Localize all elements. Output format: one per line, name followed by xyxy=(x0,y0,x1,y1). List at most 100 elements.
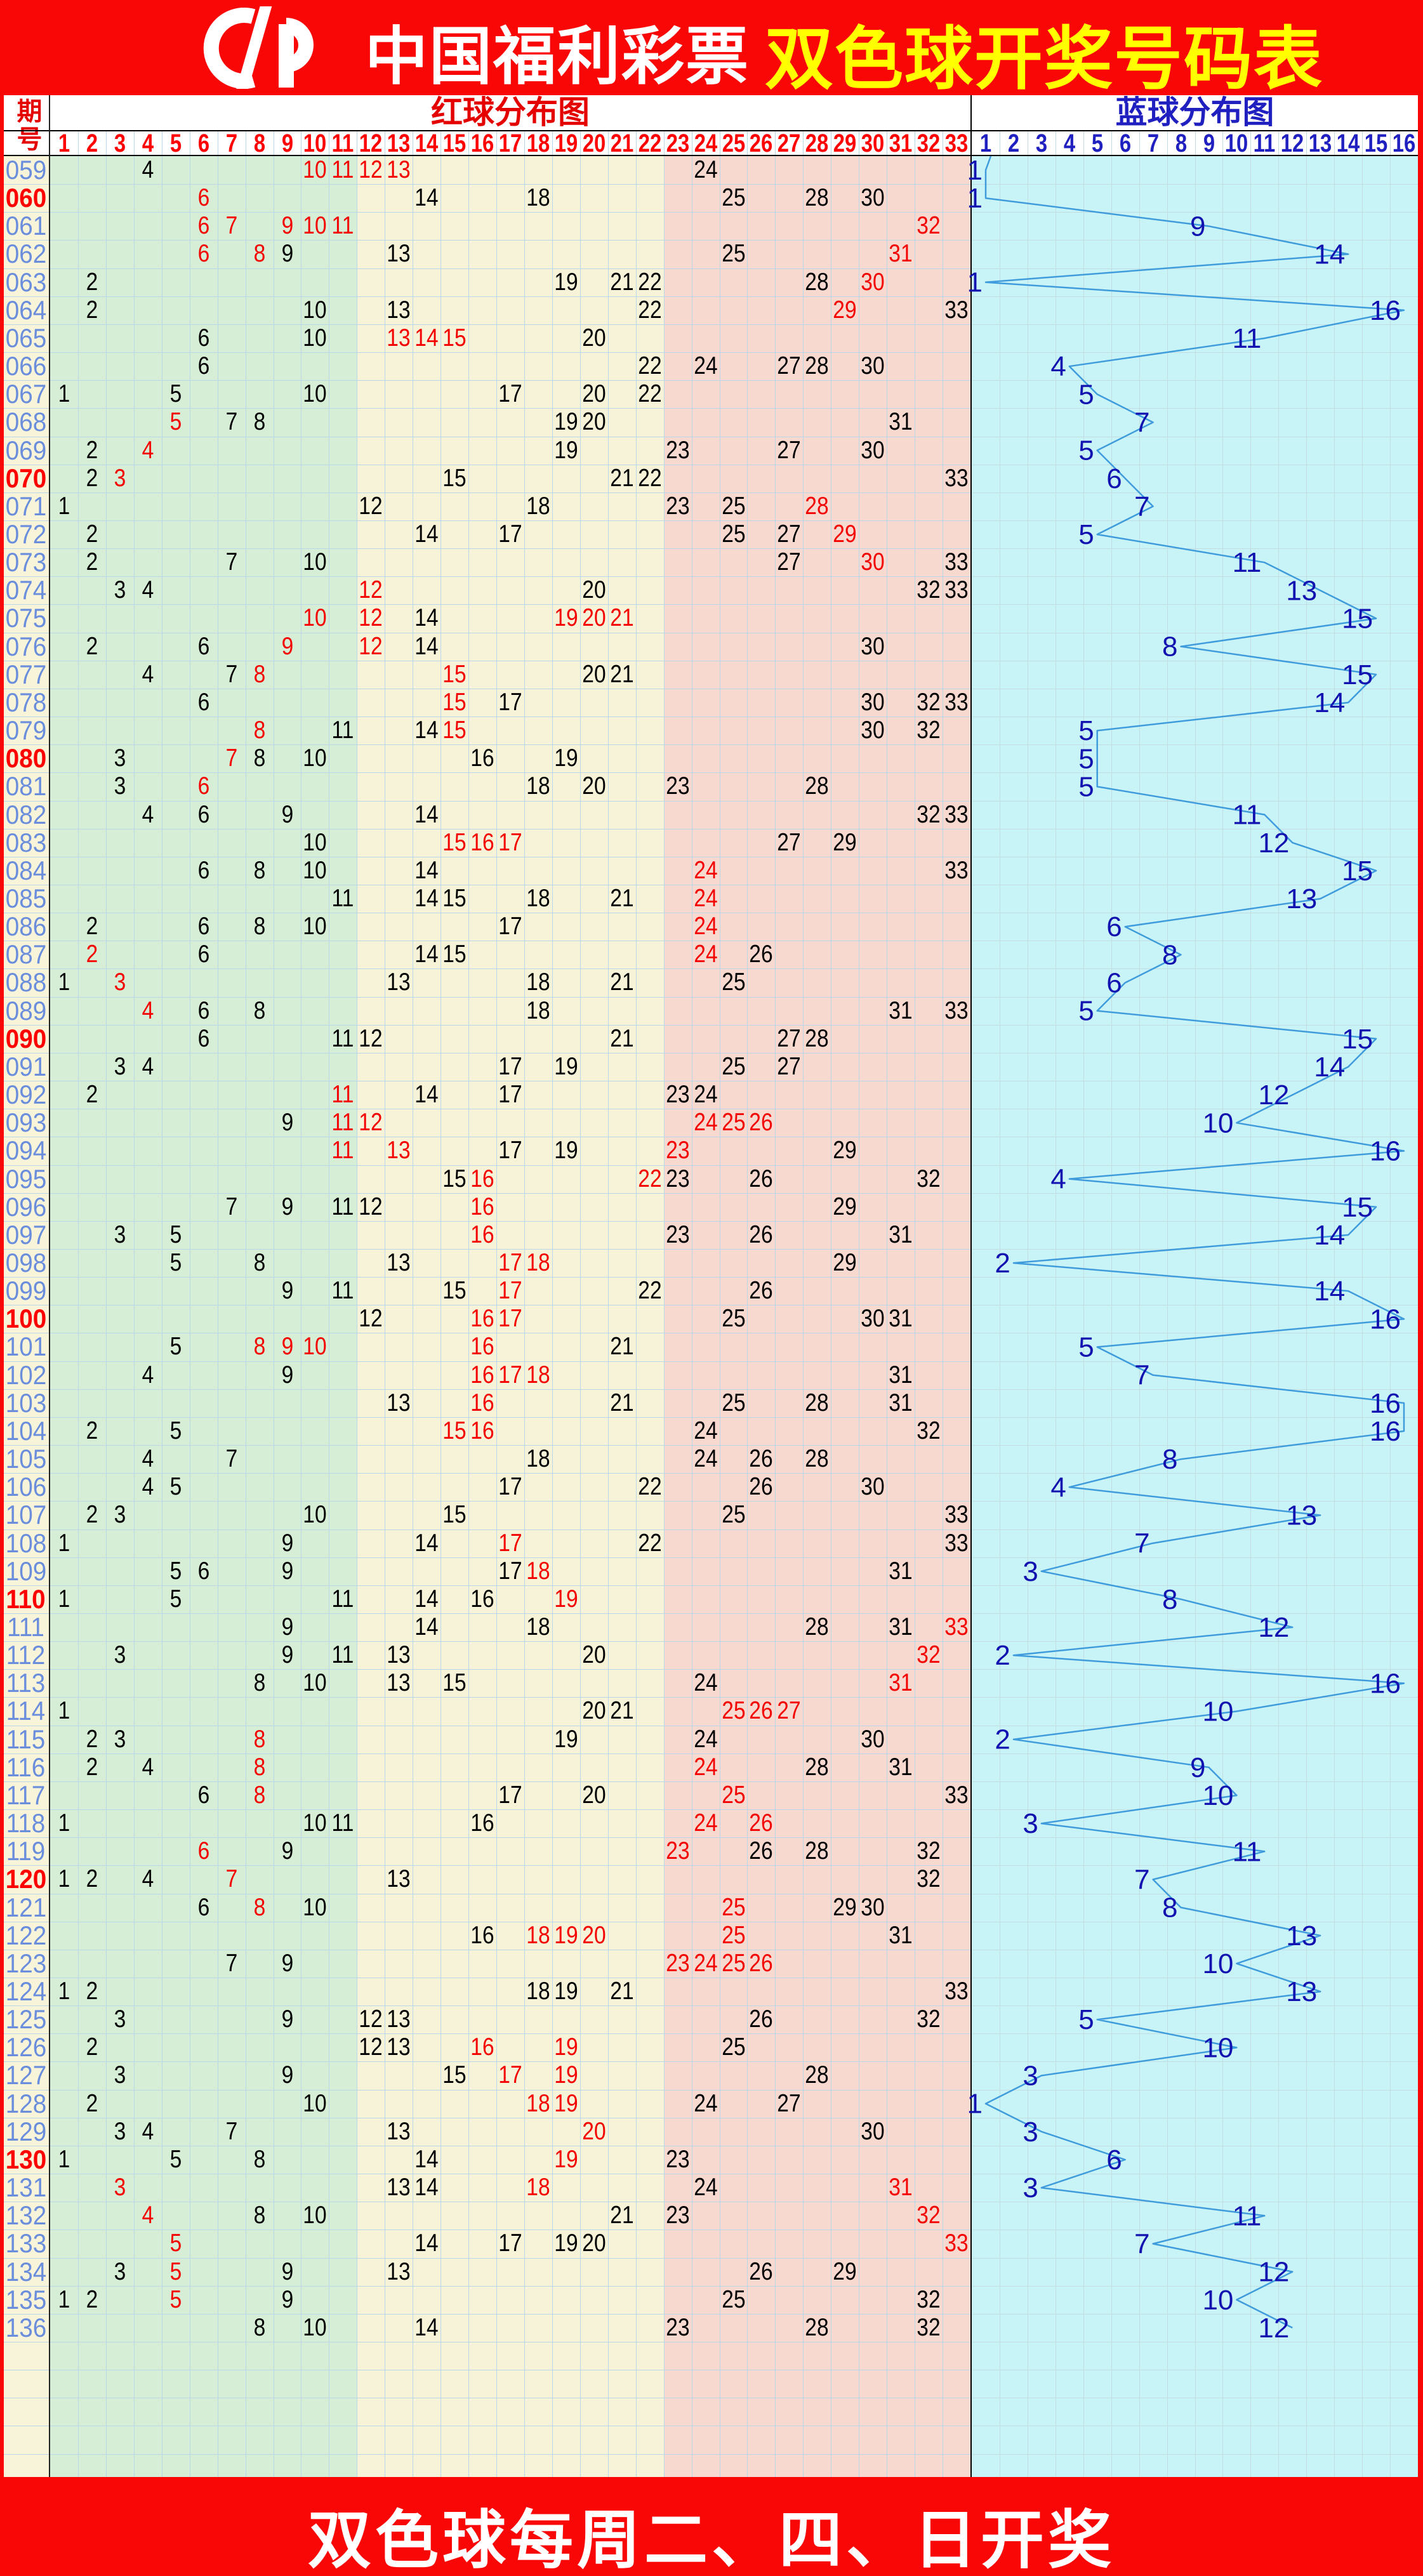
red-ball-number: 10 xyxy=(303,744,328,772)
red-ball-number-repeat: 19 xyxy=(554,604,578,632)
red-ball-number-repeat: 8 xyxy=(253,1753,265,1781)
gridline-vertical xyxy=(1222,131,1224,2477)
red-ball-number: 31 xyxy=(889,1613,913,1641)
gridline-horizontal xyxy=(972,408,1418,409)
red-ball-number-repeat: 17 xyxy=(498,1277,522,1305)
gridline-horizontal xyxy=(4,1249,970,1250)
red-ball-number: 21 xyxy=(610,1978,634,2005)
red-ball-number: 4 xyxy=(142,1865,154,1893)
gridline-vertical xyxy=(1362,131,1363,2477)
blue-ball-number: 11 xyxy=(1233,1836,1262,1867)
blue-ball-number: 13 xyxy=(1286,883,1317,915)
red-ball-number: 15 xyxy=(442,1501,467,1529)
red-ball-number-repeat: 10 xyxy=(303,1333,328,1361)
red-ball-number: 25 xyxy=(721,520,746,548)
blue-ball-number: 6 xyxy=(1106,968,1122,999)
red-ball-number: 32 xyxy=(917,2285,941,2313)
red-ball-number: 32 xyxy=(917,800,941,828)
red-ball-number: 32 xyxy=(917,1837,941,1865)
red-ball-number: 6 xyxy=(197,632,209,660)
gridline-vertical xyxy=(579,131,581,2477)
red-ball-number: 9 xyxy=(281,2005,293,2033)
blue-column-header: 6 xyxy=(1119,129,1131,157)
red-ball-number-repeat: 8 xyxy=(253,660,265,688)
red-ball-number: 16 xyxy=(470,1921,494,1949)
gridline-horizontal xyxy=(972,1249,1418,1250)
red-ball-number: 13 xyxy=(387,2005,411,2033)
red-ball-number: 29 xyxy=(833,1249,857,1276)
red-ball-number: 33 xyxy=(944,1501,969,1529)
period-label: 076 xyxy=(5,631,47,661)
gridline-horizontal xyxy=(4,2285,970,2287)
red-ball-number: 32 xyxy=(917,717,941,744)
red-ball-number: 9 xyxy=(281,2061,293,2089)
gridline-horizontal xyxy=(4,2257,970,2259)
red-ball-number: 15 xyxy=(442,464,467,492)
period-label: 110 xyxy=(6,1583,46,1614)
period-label: 108 xyxy=(5,1528,47,1558)
period-label: 064 xyxy=(5,294,47,325)
blue-ball-number: 7 xyxy=(1134,1360,1149,1391)
blue-ball-chart: 1191411611457567511131581514555111215136… xyxy=(967,155,1405,2344)
gridline-horizontal xyxy=(4,2061,970,2063)
red-ball-number-repeat: 16 xyxy=(470,2033,494,2061)
blue-ball-number: 12 xyxy=(1258,2257,1289,2288)
period-label: 117 xyxy=(6,1780,46,1810)
period-label: 095 xyxy=(5,1163,47,1194)
red-ball-number: 31 xyxy=(889,1220,913,1248)
red-column-header: 1 xyxy=(58,129,70,157)
gridline-horizontal xyxy=(4,2089,970,2091)
period-label: 091 xyxy=(5,1051,47,1081)
red-ball-number: 21 xyxy=(610,464,634,492)
red-ball-number: 4 xyxy=(142,1052,154,1080)
gridline-horizontal xyxy=(4,240,970,241)
gridline-vertical xyxy=(133,131,135,2477)
red-ball-number: 23 xyxy=(665,436,690,464)
red-ball-number: 21 xyxy=(610,1333,634,1361)
red-column-header: 3 xyxy=(114,129,126,157)
red-column-header: 31 xyxy=(889,129,913,157)
period-label: 119 xyxy=(6,1836,46,1866)
red-ball-number: 28 xyxy=(805,268,829,296)
period-label: 100 xyxy=(5,1304,47,1334)
red-ball-number: 10 xyxy=(303,2202,328,2229)
red-ball-number: 29 xyxy=(833,2257,857,2285)
gridline-horizontal xyxy=(972,1192,1418,1194)
red-ball-number: 9 xyxy=(281,2257,293,2285)
red-ball-number-repeat: 9 xyxy=(281,1333,293,1361)
red-ball-number: 12 xyxy=(359,2005,383,2033)
gridline-horizontal xyxy=(972,744,1418,746)
red-ball-number: 11 xyxy=(331,717,354,744)
red-ball-number-repeat: 31 xyxy=(889,240,913,268)
red-ball-number-repeat: 32 xyxy=(917,212,941,240)
red-column-header: 11 xyxy=(332,129,354,157)
gridline-vertical xyxy=(1278,131,1280,2477)
red-column-header: 18 xyxy=(526,129,550,157)
gridline-horizontal xyxy=(4,1837,970,1839)
red-ball-number: 5 xyxy=(169,1220,182,1248)
blue-ball-number: 5 xyxy=(1078,435,1094,466)
gridline-horizontal xyxy=(4,772,970,774)
red-column-header: 20 xyxy=(582,129,606,157)
period-label: 133 xyxy=(5,2228,47,2259)
period-label: 103 xyxy=(5,1387,47,1418)
gridline-vertical xyxy=(1306,131,1307,2477)
red-ball-number: 4 xyxy=(142,156,154,183)
red-ball-number: 7 xyxy=(225,1949,237,1977)
red-ball-number: 11 xyxy=(331,1192,354,1220)
blue-ball-number: 16 xyxy=(1370,1668,1401,1699)
blue-ball-number: 7 xyxy=(1134,407,1149,439)
gridline-vertical xyxy=(524,131,525,2477)
red-ball-number-repeat: 30 xyxy=(861,268,885,296)
period-label: 111 xyxy=(7,1612,44,1642)
red-ball-number: 8 xyxy=(253,913,265,941)
red-ball-number-repeat: 24 xyxy=(693,941,718,968)
gridline-horizontal xyxy=(972,996,1418,998)
period-label: 059 xyxy=(5,155,47,185)
red-ball-number-repeat: 7 xyxy=(225,1865,237,1893)
gridline-horizontal xyxy=(4,380,970,381)
period-label: 066 xyxy=(5,351,47,381)
red-ball-number: 17 xyxy=(498,1137,522,1165)
red-ball-number-repeat: 18 xyxy=(526,2089,550,2117)
